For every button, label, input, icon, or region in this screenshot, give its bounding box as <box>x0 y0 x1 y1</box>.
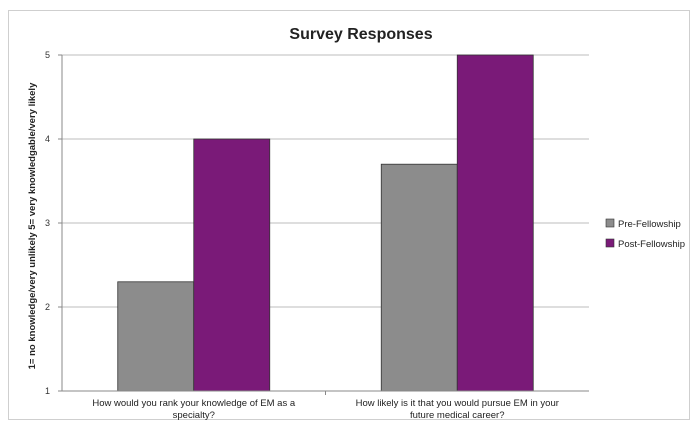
x-category-label: How likely is it that you would pursue E… <box>356 398 559 409</box>
legend: Pre-Fellowship Post-Fellowship <box>605 218 685 250</box>
x-category-label: specialty? <box>173 410 215 421</box>
legend-label: Post-Fellowship <box>618 239 685 250</box>
bar-pre-fellowship-1 <box>117 281 195 392</box>
bar-chart: Survey Responses 1= no knowledge/very un… <box>27 26 685 421</box>
bar-post-fellowship-2 <box>456 54 534 392</box>
bar-post-fellowship-1 <box>193 138 271 392</box>
legend-label: Pre-Fellowship <box>618 219 681 230</box>
axes: 1 2 3 4 5 How would you rank your knowledge o… <box>45 50 589 421</box>
chart-frame: Survey Responses 1= no knowledge/very un… <box>8 10 690 421</box>
x-category-label: future medical career? <box>410 410 505 421</box>
y-tick-label: 4 <box>45 134 50 144</box>
chart-title: Survey Responses <box>289 26 432 43</box>
y-axis-label: 1= no knowledge/very unlikely 5= very kn… <box>27 82 38 369</box>
y-tick-label: 5 <box>45 50 50 60</box>
y-tick-label: 2 <box>45 302 50 312</box>
bar-pre-fellowship-2 <box>380 163 458 392</box>
legend-swatch <box>605 238 615 248</box>
y-tick-label: 3 <box>45 218 50 228</box>
x-category-label: How would you rank your knowledge of EM … <box>92 398 295 409</box>
y-tick-label: 1 <box>45 386 50 396</box>
legend-swatch <box>605 218 615 228</box>
